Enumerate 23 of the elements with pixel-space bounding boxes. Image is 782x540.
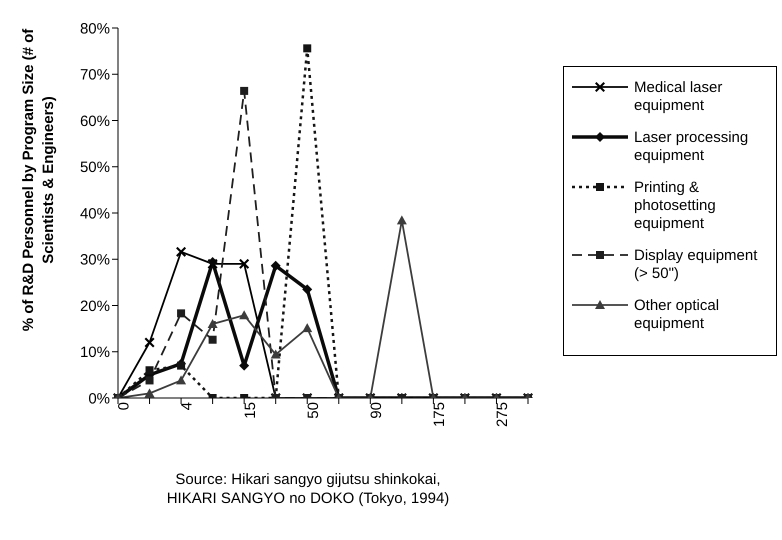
legend-label: Display equipment (> 50"): [634, 247, 758, 283]
x-tick-label: 4: [178, 402, 196, 410]
legend-label: Laser processing equipment: [634, 129, 750, 165]
x-tick-label: 90: [368, 402, 385, 419]
y-tick-label: 10%: [80, 344, 110, 362]
source-note: Source: Hikari sangyo gijutsu shinkokai, HIKARI SANGYO no DOKO (Tokyo, 1994): [166, 470, 450, 508]
x-tick-label: 175: [431, 402, 448, 428]
y-axis-title: % of R&D Personnel by Program Size (# of Scientists & Engineers): [19, 28, 58, 334]
x-tick-label: 50: [304, 402, 322, 419]
y-tick-label: 50%: [80, 159, 110, 176]
y-tick-label: 70%: [80, 66, 110, 84]
legend-label: Other optical equipment: [634, 297, 720, 333]
y-tick-label: 0%: [88, 390, 110, 408]
y-tick-label: 80%: [80, 20, 110, 38]
x-tick-label: 0: [116, 402, 133, 410]
legend-label: Printing & photosetting equipment: [634, 179, 717, 233]
y-tick-label: 60%: [80, 112, 110, 130]
legend-label: Medical laser equipment: [634, 79, 724, 115]
y-tick-label: 40%: [80, 205, 110, 222]
y-tick-label: 20%: [80, 298, 110, 315]
x-tick-label: 15: [242, 402, 259, 419]
x-tick-label: 275: [494, 402, 512, 428]
y-tick-label: 30%: [80, 252, 110, 269]
